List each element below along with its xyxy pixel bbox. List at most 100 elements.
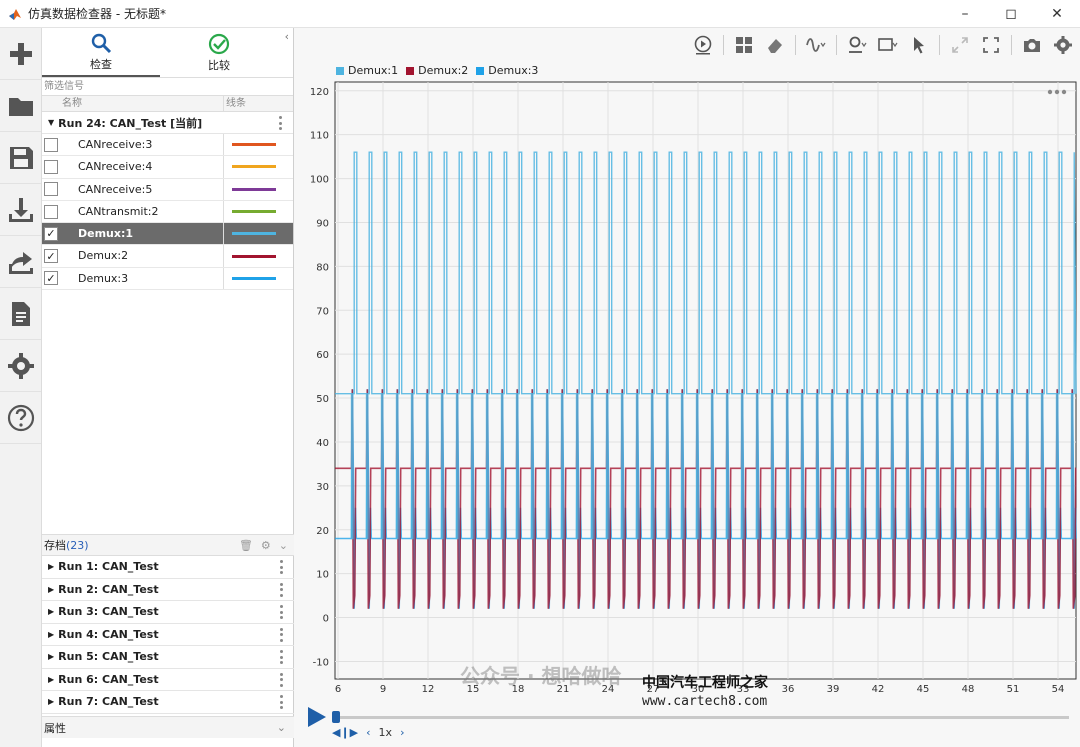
visualization-button[interactable]	[805, 34, 827, 56]
signal-row[interactable]: ✓ Demux:1	[42, 223, 293, 246]
cursor-button[interactable]	[908, 34, 930, 56]
signal-checkbox[interactable]	[44, 137, 58, 152]
fit-button[interactable]	[877, 34, 899, 56]
archive-settings-icon[interactable]: ⚙	[260, 539, 271, 552]
tab-compare[interactable]: 比较	[160, 28, 278, 77]
window-title: 仿真数据检查器 - 无标题*	[28, 7, 166, 21]
signal-checkbox[interactable]: ✓	[44, 271, 58, 286]
column-name[interactable]: 名称	[42, 96, 224, 111]
tab-compare-label: 比较	[208, 58, 230, 72]
time-slider-thumb[interactable]	[332, 711, 340, 723]
signal-line-style[interactable]	[224, 232, 293, 236]
play-icon[interactable]	[306, 705, 328, 729]
export-button[interactable]	[0, 236, 41, 288]
column-line[interactable]: 线条	[226, 98, 246, 109]
left-toolbar	[0, 28, 42, 747]
signal-checkbox[interactable]	[44, 204, 58, 219]
import-button[interactable]	[0, 184, 41, 236]
signal-line-style[interactable]	[224, 210, 293, 214]
caret-right-icon[interactable]: ▶	[48, 607, 55, 617]
plot-toolbar	[294, 28, 1080, 62]
plot-settings-button[interactable]	[1052, 34, 1074, 56]
signal-line-style[interactable]	[224, 143, 293, 147]
fullscreen-button[interactable]	[980, 34, 1002, 56]
archive-run-row[interactable]: ▶ Run 6: CAN_Test	[42, 669, 294, 691]
archive-run-row[interactable]: ▶ Run 5: CAN_Test	[42, 646, 294, 669]
signal-name: Demux:3	[58, 267, 224, 290]
run-menu-icon[interactable]	[280, 605, 284, 619]
trash-icon[interactable]: 🗑	[238, 539, 253, 552]
signal-checkbox[interactable]: ✓	[44, 226, 58, 241]
slower-button[interactable]: ‹	[366, 726, 371, 739]
signal-row[interactable]: CANreceive:5	[42, 178, 293, 201]
current-run-row[interactable]: ▼ Run 24: CAN_Test [当前]	[42, 112, 293, 134]
play-circle-icon	[694, 35, 712, 55]
run-menu-icon[interactable]	[280, 650, 284, 664]
help-button[interactable]	[0, 392, 41, 444]
signal-chart[interactable]: -10 0 10 20 30 40 50 60 70 80 90 100 110 120 6 9 12 15 18 2…	[294, 76, 1080, 698]
run-menu-icon[interactable]	[279, 116, 283, 130]
current-run-label: Run 24: CAN_Test [当前]	[58, 116, 203, 130]
archive-run-row[interactable]: ▶ Run 4: CAN_Test	[42, 624, 294, 646]
close-button[interactable]: ✕	[1051, 6, 1063, 22]
run-menu-icon[interactable]	[280, 627, 284, 642]
faster-button[interactable]: ›	[400, 726, 405, 739]
tab-inspect[interactable]: 检查	[42, 28, 160, 77]
properties-header[interactable]: 属性 ⌄	[42, 716, 294, 738]
save-button[interactable]	[0, 132, 41, 184]
signal-row[interactable]: CANreceive:3	[42, 134, 293, 157]
signal-checkbox[interactable]	[44, 182, 58, 197]
caret-down-icon[interactable]: ▼	[48, 118, 55, 127]
chevron-down-icon[interactable]: ⌄	[278, 539, 288, 552]
layout-button[interactable]	[733, 34, 755, 56]
filter-signals-input[interactable]: 筛选信号	[42, 78, 293, 96]
report-button[interactable]	[0, 288, 41, 340]
signal-row[interactable]: ✓ Demux:3	[42, 267, 293, 291]
signal-line-style[interactable]	[224, 165, 293, 169]
archive-run-row[interactable]: ▶ Run 3: CAN_Test	[42, 601, 294, 624]
caret-right-icon[interactable]: ▶	[48, 584, 55, 594]
preferences-button[interactable]	[0, 340, 41, 392]
signal-checkbox[interactable]: ✓	[44, 249, 58, 264]
run-menu-icon[interactable]	[280, 560, 284, 574]
step-back-forward-icon[interactable]: ◀❙▶	[332, 726, 359, 739]
minimize-button[interactable]: –	[961, 6, 969, 22]
archive-run-label: Run 1: CAN_Test	[58, 560, 159, 574]
run-menu-icon[interactable]	[280, 672, 284, 687]
collapse-panel-icon[interactable]: ‹	[284, 30, 289, 43]
signal-checkbox[interactable]	[44, 159, 58, 174]
chevron-down-icon[interactable]: ⌄	[276, 721, 286, 734]
caret-right-icon[interactable]: ▶	[48, 674, 55, 684]
caret-right-icon[interactable]: ▶	[48, 697, 55, 707]
share-icon	[8, 251, 33, 274]
caret-right-icon[interactable]: ▶	[48, 629, 55, 639]
time-slider[interactable]	[334, 716, 1069, 719]
more-options-icon[interactable]	[1047, 89, 1067, 95]
grid-layout-icon	[736, 37, 752, 53]
clear-button[interactable]	[764, 34, 786, 56]
new-button[interactable]	[0, 28, 41, 80]
open-button[interactable]	[0, 80, 41, 132]
signal-line-style[interactable]	[224, 254, 293, 258]
x-tick-label: 45	[917, 684, 930, 695]
signal-row[interactable]: CANtransmit:2	[42, 200, 293, 224]
run-menu-icon[interactable]	[280, 582, 284, 597]
maximize-button[interactable]: ◻	[1005, 6, 1017, 22]
caret-right-icon[interactable]: ▶	[48, 562, 55, 572]
signal-line-style[interactable]	[224, 187, 293, 191]
signal-row[interactable]: ✓ Demux:2	[42, 245, 293, 268]
replay-button[interactable]	[692, 34, 714, 56]
gear-icon	[7, 352, 34, 379]
signal-row[interactable]: CANreceive:4	[42, 156, 293, 179]
expand-button[interactable]	[949, 34, 971, 56]
run-menu-icon[interactable]	[280, 695, 284, 709]
archive-header[interactable]: 存档 (23) 🗑 ⚙ ⌄	[42, 534, 294, 556]
zoom-button[interactable]	[846, 34, 868, 56]
caret-right-icon[interactable]: ▶	[48, 652, 55, 662]
signal-line-style[interactable]	[224, 276, 293, 280]
x-tick-label: 30	[692, 684, 705, 695]
archive-run-row[interactable]: ▶ Run 7: CAN_Test	[42, 691, 294, 714]
snapshot-button[interactable]	[1021, 34, 1043, 56]
archive-run-row[interactable]: ▶ Run 1: CAN_Test	[42, 556, 294, 579]
archive-run-row[interactable]: ▶ Run 2: CAN_Test	[42, 579, 294, 601]
